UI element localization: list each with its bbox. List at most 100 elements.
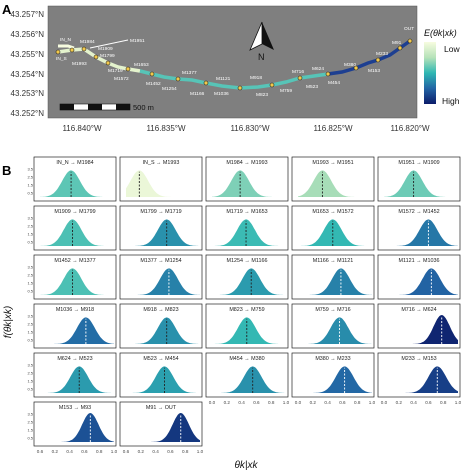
panel-x-tick: 0.6	[123, 449, 130, 454]
panel-y-tick: 1.5	[27, 281, 33, 286]
scale-bar: 500 m	[59, 103, 154, 112]
density-area	[126, 219, 200, 246]
map-label: M1254	[162, 86, 177, 92]
panel-x-tick: 0.0	[381, 400, 388, 405]
map-y-tick: 43.255°N	[11, 50, 45, 59]
density-area	[126, 170, 200, 197]
map-label: M1909	[98, 46, 113, 52]
river-segment-mid	[139, 69, 329, 90]
density-panel: M624 → M523 0.5 1.5 2.5 3.5	[27, 352, 117, 398]
legend-colorbar	[424, 42, 436, 104]
map-x-ticks: 116.840°W 116.835°W 116.830°W 116.825°W …	[62, 124, 430, 133]
panel-title: M1572 → M1452	[398, 209, 439, 215]
panel-title: M624 → M523	[57, 356, 92, 362]
density-area	[126, 366, 200, 393]
density-area	[298, 170, 372, 197]
map-label: M759	[280, 88, 292, 94]
density-facets: IN_N → M1984 0.5 1.5 2.5 3.5 IN_S → M1993 M198…	[27, 156, 462, 454]
map-labels: IN_N IN_S M1984 M1993 M1951 M1909 M1799 …	[56, 26, 414, 98]
panel-y-tick: 0.5	[27, 387, 33, 392]
density-panel: M1909 → M1799 0.5 1.5 2.5 3.5	[27, 205, 117, 251]
panel-x-tick: 0.6	[339, 400, 346, 405]
map-label: M1166	[190, 91, 205, 97]
river-node	[375, 57, 381, 63]
map-label: M1984	[80, 39, 95, 45]
map-y-ticks: 43.257°N 43.256°N 43.255°N 43.254°N 43.2…	[11, 10, 45, 118]
density-panel: M823 → M759	[205, 303, 289, 349]
panel-y-tick: 3.5	[27, 363, 33, 368]
panel-title: M91 → OUT	[146, 405, 177, 411]
density-area	[384, 170, 458, 197]
north-arrow-icon: N	[249, 21, 274, 62]
density-panel: M233 → M153	[377, 352, 461, 398]
panel-a-label: A	[2, 2, 12, 17]
panel-title: M1653 → M1572	[312, 209, 353, 215]
panel-title: M918 → M823	[143, 307, 178, 313]
panel-y-tick: 3.5	[27, 265, 33, 270]
panel-x-tick: 0.2	[224, 400, 231, 405]
panel-y-tick: 0.5	[27, 436, 33, 441]
density-area	[212, 268, 286, 295]
density-panel: M918 → M823	[119, 303, 203, 349]
panel-title: M1993 → M1951	[312, 160, 353, 166]
panel-x-tick: 1.0	[111, 449, 118, 454]
density-panel: M759 → M716	[291, 303, 375, 349]
map-x-tick: 116.835°W	[146, 124, 186, 133]
river-node	[203, 80, 209, 86]
panel-x-tick: 0.0	[209, 400, 216, 405]
density-panel: IN_N → M1984 0.5 1.5 2.5 3.5	[27, 156, 117, 202]
panel-title: M1036 → M918	[56, 307, 94, 313]
density-panel: IN_S → M1993	[119, 156, 203, 202]
density-area	[126, 413, 200, 442]
panel-y-tick: 3.5	[27, 412, 33, 417]
panel-x-tick: 0.4	[66, 449, 73, 454]
density-area	[40, 413, 114, 442]
panel-title: M233 → M153	[401, 356, 436, 362]
panel-title: M1254 → M1166	[227, 258, 268, 264]
density-panel: M1799 → M1719	[119, 205, 203, 251]
panel-y-tick: 2.5	[27, 273, 33, 278]
density-area	[384, 268, 458, 295]
panel-y-tick: 2.5	[27, 371, 33, 376]
legend-title: E(θk|xk)	[424, 28, 457, 38]
map-label: M1653	[134, 62, 149, 68]
map-y-tick: 43.252°N	[11, 109, 45, 118]
panel-x-tick: 0.4	[410, 400, 417, 405]
panel-x-tick: 0.2	[138, 449, 145, 454]
panel-y-tick: 2.5	[27, 322, 33, 327]
density-area	[298, 366, 372, 393]
panel-title: M1121 → M1036	[399, 258, 440, 264]
map-label: M1121	[216, 76, 231, 82]
panel-title: M1984 → M1993	[226, 160, 267, 166]
panel-title: M380 → M233	[315, 356, 350, 362]
panel-x-tick: 0.4	[152, 449, 159, 454]
density-panel: M1166 → M1121	[291, 254, 375, 300]
river-node	[55, 49, 61, 55]
density-area	[40, 317, 114, 344]
panel-y-tick: 0.5	[27, 240, 33, 245]
density-panel: M1254 → M1166	[205, 254, 289, 300]
density-panel: M523 → M454	[119, 352, 203, 398]
density-area	[212, 219, 286, 246]
density-area	[212, 366, 286, 393]
panel-b-x-axis-label: θk|xk	[234, 460, 258, 471]
panel-title: M1799 → M1719	[140, 209, 181, 215]
panel-x-tick: 0.6	[167, 449, 174, 454]
river-node	[237, 85, 243, 91]
panel-x-tick: 0.6	[37, 449, 44, 454]
river-segment-tributary	[58, 44, 75, 50]
panel-title: M454 → M380	[229, 356, 264, 362]
panel-x-tick: 0.2	[310, 400, 317, 405]
legend-high-label: High	[442, 96, 460, 106]
panel-title: M1719 → M1653	[226, 209, 267, 215]
panel-b-y-axis-label: f(θk|xk)	[3, 306, 14, 338]
map-label: M1377	[182, 70, 197, 76]
panel-x-tick: 0.8	[96, 449, 103, 454]
panel-y-tick: 0.5	[27, 289, 33, 294]
density-area	[298, 317, 372, 344]
river-node	[105, 60, 111, 66]
map-label: M91	[392, 40, 402, 46]
panel-y-tick: 2.5	[27, 175, 33, 180]
density-area	[40, 219, 114, 246]
